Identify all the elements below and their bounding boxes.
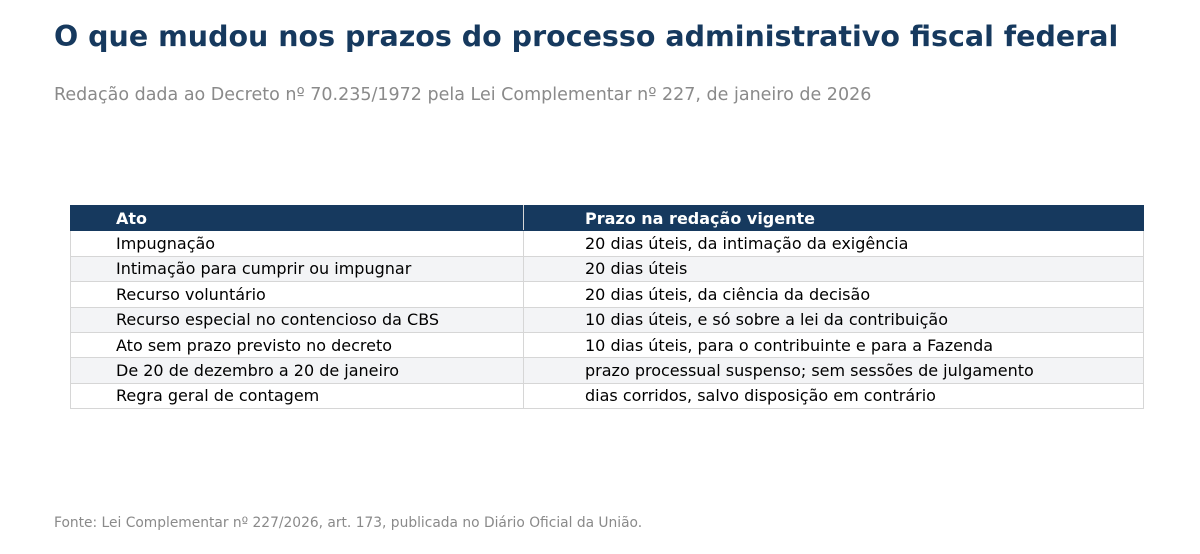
table-cell-ato: Impugnação: [70, 230, 524, 257]
table-cell-ato: Regra geral de contagem: [70, 382, 524, 410]
table-row: Recurso voluntário 20 dias úteis, da ciên…: [70, 281, 1144, 308]
table-header-row: Ato Prazo na redação vigente: [70, 204, 1144, 232]
table-row: Impugnação 20 dias úteis, da intimação da…: [70, 230, 1144, 257]
table-cell-ato: Recurso voluntário: [70, 281, 524, 308]
chart-title: O que mudou nos prazos do processo admin…: [54, 20, 1119, 53]
chart-subtitle: Redação dada ao Decreto nº 70.235/1972 p…: [54, 85, 872, 105]
table-cell-prazo: 20 dias úteis: [523, 255, 1144, 283]
column-header-ato: Ato: [70, 204, 524, 232]
table-cell-ato: Intimação para cumprir ou impugnar: [70, 255, 524, 283]
deadline-table: Ato Prazo na redação vigente Impugnação 2…: [70, 204, 1144, 410]
table-cell-prazo: dias corridos, salvo disposição em contr…: [523, 382, 1144, 410]
table-cell-prazo: 20 dias úteis, da ciência da decisão: [523, 281, 1144, 308]
table-cell-prazo: 10 dias úteis, para o contribuinte e par…: [523, 331, 1144, 359]
table-row: Intimação para cumprir ou impugnar 20 dia…: [70, 255, 1144, 283]
table-row: Regra geral de contagem dias corridos, sa…: [70, 382, 1144, 410]
table-cell-prazo: prazo processual suspenso; sem sessões d…: [523, 357, 1144, 384]
table-row: Recurso especial no contencioso da CBS 10…: [70, 306, 1144, 333]
table-cell-prazo: 10 dias úteis, e só sobre a lei da contr…: [523, 306, 1144, 333]
table-cell-ato: De 20 de dezembro a 20 de janeiro: [70, 357, 524, 384]
column-header-prazo: Prazo na redação vigente: [523, 204, 1144, 232]
source-note: Fonte: Lei Complementar nº 227/2026, art…: [54, 515, 643, 531]
table-cell-ato: Recurso especial no contencioso da CBS: [70, 306, 524, 333]
table-row: De 20 de dezembro a 20 de janeiro prazo p…: [70, 357, 1144, 384]
table-cell-ato: Ato sem prazo previsto no decreto: [70, 331, 524, 359]
table-cell-prazo: 20 dias úteis, da intimação da exigência: [523, 230, 1144, 257]
table-body: Impugnação 20 dias úteis, da intimação da…: [70, 230, 1144, 410]
table-row: Ato sem prazo previsto no decreto 10 dias…: [70, 331, 1144, 359]
